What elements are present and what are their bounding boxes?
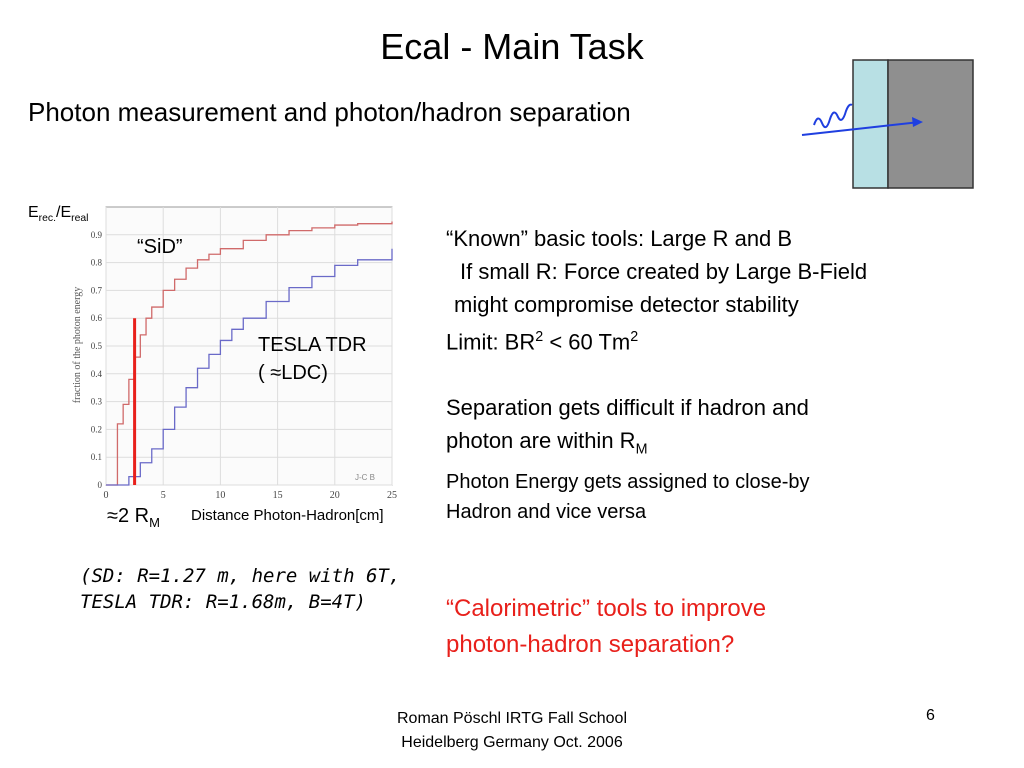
series-line-1 xyxy=(106,221,393,486)
x-tick-label: 25 xyxy=(387,490,397,501)
bullet-line1: “Known” basic tools: Large R and B xyxy=(446,226,793,251)
photon-arrow-head xyxy=(912,117,923,127)
plot-inner-ylabel: fraction of the photon energy xyxy=(72,287,83,403)
tesla-curve-label: TESLA TDR ( ≈LDC) xyxy=(258,331,367,387)
plot-x-ticks: 0 5 10 15 20 25 xyxy=(104,490,398,501)
ylabel-mid: /E xyxy=(56,204,72,221)
y-tick-label: 0 xyxy=(98,480,103,490)
footer-line2: Heidelberg Germany Oct. 2006 xyxy=(401,734,623,751)
photon-arrow xyxy=(801,121,921,136)
tesla-label-line2: ( ≈LDC) xyxy=(258,362,328,384)
calorimetric-question: “Calorimetric” tools to improve photon-h… xyxy=(446,591,766,663)
x-tick-label: 15 xyxy=(273,490,283,501)
slide-footer: Roman Pöschl IRTG Fall School Heidelberg… xyxy=(340,707,684,755)
y-tick-label: 0.4 xyxy=(91,369,103,379)
plot-watermark: J-C B xyxy=(355,473,375,482)
bullet-line8: Hadron and vice versa xyxy=(446,500,647,523)
ylabel-sub-real: real xyxy=(71,213,89,225)
bullet-line6-sub: M xyxy=(635,441,648,458)
rm-label-sub: M xyxy=(149,515,160,530)
bullet-line6: photon are within RM xyxy=(446,424,1016,466)
y-tick-label: 0.1 xyxy=(91,452,102,462)
slide-title: Ecal - Main Task xyxy=(380,26,644,67)
bullet-line7: Photon Energy gets assigned to close-by xyxy=(446,470,810,493)
plot-xlabel: Distance Photon-Hadron[cm] xyxy=(191,507,384,524)
x-tick-label: 10 xyxy=(215,490,225,501)
slide-subtitle: Photon measurement and photon/hadron sep… xyxy=(28,97,631,127)
tesla-label-line1: TESLA TDR xyxy=(258,334,367,356)
energy-fraction-plot: 00.10.20.30.40.50.60.70.80.9 0 5 10 15 20 25 … xyxy=(72,206,398,501)
bullet-line4-sup1: 2 xyxy=(535,329,544,345)
plot-series xyxy=(106,221,393,486)
ylabel-main: E xyxy=(28,204,39,221)
y-tick-label: 0.3 xyxy=(91,397,103,407)
rm-marker-label: ≈2 RM xyxy=(107,505,160,530)
detector-diagram xyxy=(801,59,974,189)
bullet-line4: Limit: BR2 < 60 Tm2 xyxy=(446,321,1016,358)
page-number: 6 xyxy=(926,707,935,724)
y-tick-label: 0.2 xyxy=(91,424,102,434)
question-line1: “Calorimetric” tools to improve xyxy=(446,595,767,622)
bullet-text: “Known” basic tools: Large R and B If sm… xyxy=(446,222,1016,527)
radius-note: (SD: R=1.27 m, here with 6T, TESLA TDR: … xyxy=(80,563,400,615)
bullet-line6-pre: photon are within R xyxy=(446,428,636,454)
x-tick-label: 20 xyxy=(330,490,340,501)
footer-line1: Roman Pöschl IRTG Fall School xyxy=(396,710,627,727)
sid-curve-label: “SiD” xyxy=(137,236,183,258)
detector-front-layer xyxy=(852,59,889,189)
ylabel-sub-rec: rec. xyxy=(38,213,56,225)
bullet-line3: might compromise detector stability xyxy=(454,292,799,317)
y-tick-label: 0.6 xyxy=(91,313,103,323)
x-tick-label: 0 xyxy=(104,490,109,501)
note-line2: TESLA TDR: R=1.68m, B=4T) xyxy=(80,591,366,613)
bullet-line4-sup2: 2 xyxy=(630,329,639,345)
y-tick-label: 0.5 xyxy=(91,341,103,351)
bullet-line2: If small R: Force created by Large B-Fie… xyxy=(460,259,868,284)
series-line-2 xyxy=(106,248,393,486)
x-tick-label: 5 xyxy=(161,490,166,501)
plot-ylabel: Erec./Ereal xyxy=(28,204,88,224)
bullet-line4-pre: Limit: BR xyxy=(446,329,536,355)
y-tick-label: 0.8 xyxy=(91,258,103,268)
bullet-line5: Separation gets difficult if hadron and xyxy=(446,395,809,421)
question-line2: photon-hadron separation? xyxy=(446,631,735,658)
photon-wave xyxy=(813,103,853,129)
note-line1: (SD: R=1.27 m, here with 6T, xyxy=(80,565,401,587)
rm-label-text: ≈2 R xyxy=(107,505,150,527)
y-tick-label: 0.9 xyxy=(91,230,103,240)
bullet-line4-mid: < 60 Tm xyxy=(543,329,631,355)
y-tick-label: 0.7 xyxy=(91,285,103,295)
plot-y-ticks: 0 0.1 0.2 0.3 0.4 0.5 0.6 0.7 0.8 0.9 xyxy=(91,230,103,490)
